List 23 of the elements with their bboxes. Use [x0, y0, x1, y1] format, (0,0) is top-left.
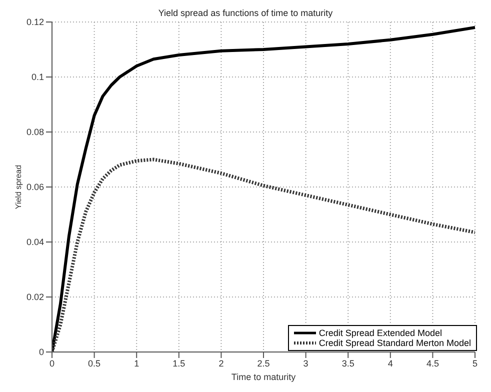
y-tick-label: 0.02 [26, 292, 44, 302]
y-tick-label: 0.08 [26, 127, 44, 138]
x-tick-label: 2 [218, 358, 224, 368]
x-tick-label: 0.5 [88, 358, 101, 368]
chart-title: Yield spread as functions of time to maturity [157, 8, 334, 18]
x-axis-title: Time to maturity [231, 372, 296, 382]
x-tick-label: 1 [134, 358, 140, 368]
y-tick-label: 0 [38, 347, 44, 358]
y-tick-label: 0.04 [26, 237, 44, 248]
y-tick-label: 0.12 [26, 17, 44, 28]
x-tick-label: 4 [388, 358, 393, 368]
y-tick-label: 0.06 [26, 182, 44, 192]
x-tick-label: 5 [472, 358, 478, 368]
x-tick-label: 4.5 [426, 358, 439, 368]
y-axis-title: Yield spread [14, 164, 23, 210]
legend-label: Credit Spread Extended Model [318, 328, 442, 338]
x-tick-label: 0 [49, 358, 55, 368]
x-tick-label: 3.5 [342, 358, 354, 368]
x-tick-label: 1.5 [172, 358, 186, 368]
legend-label: Credit Spread Standard Merton Model [318, 338, 471, 348]
x-tick-label: 2.5 [257, 358, 270, 368]
y-tick-label: 0.1 [31, 72, 44, 82]
x-tick-label: 3 [303, 358, 308, 368]
